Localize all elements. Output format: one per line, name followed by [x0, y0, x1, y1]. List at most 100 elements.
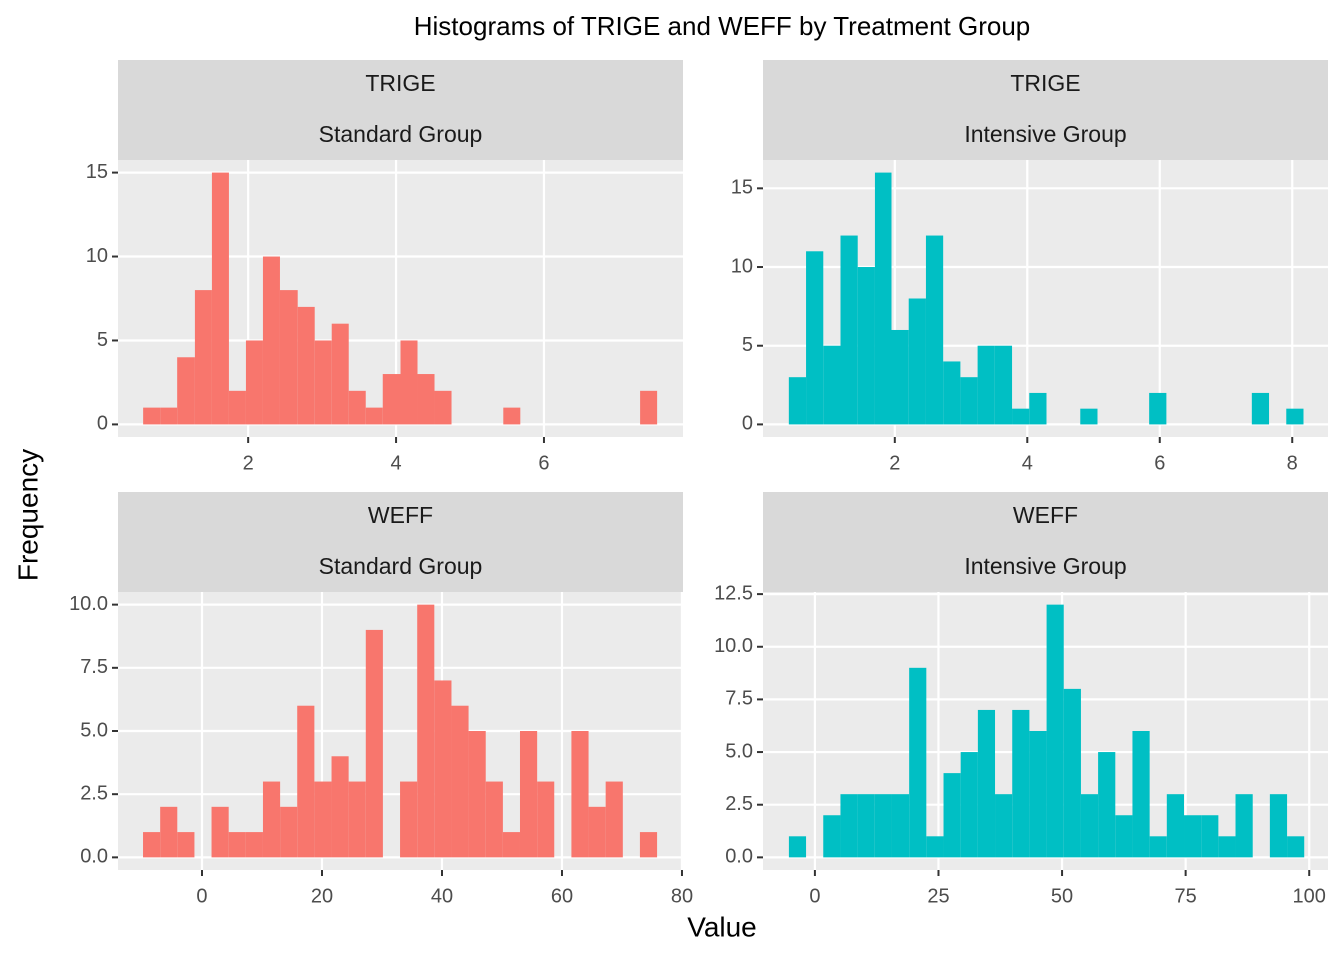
- y-tick-label: 0.0: [725, 846, 753, 868]
- bar: [1235, 794, 1253, 858]
- strip-label: Standard Group: [319, 121, 483, 147]
- bar: [177, 357, 195, 425]
- x-tick-label: 75: [1175, 885, 1197, 907]
- bar: [1080, 408, 1098, 425]
- bar: [519, 731, 538, 858]
- bar: [788, 836, 807, 858]
- bar: [434, 390, 452, 425]
- bar: [417, 374, 435, 425]
- bar: [995, 794, 1013, 858]
- bar: [468, 731, 486, 858]
- y-tick-label: 2.5: [80, 782, 108, 804]
- y-tick-label: 10.0: [69, 593, 108, 615]
- x-tick-label: 20: [311, 885, 333, 907]
- bar: [537, 781, 555, 858]
- x-tick-label: 0: [809, 885, 820, 907]
- y-tick-label: 15: [731, 177, 753, 199]
- bar: [400, 781, 418, 858]
- bar: [262, 256, 280, 425]
- y-tick-label: 10.0: [714, 635, 753, 657]
- y-tick-label: 12.5: [714, 582, 753, 604]
- bar: [228, 390, 246, 425]
- y-tick-label: 10: [731, 255, 753, 277]
- bar: [1166, 794, 1185, 858]
- bar: [1269, 794, 1288, 858]
- bar: [417, 604, 435, 858]
- x-tick-label: 50: [1051, 885, 1073, 907]
- strip-label: Intensive Group: [964, 553, 1126, 579]
- bar: [994, 345, 1013, 425]
- x-tick-label: 60: [551, 885, 573, 907]
- x-tick-label: 6: [1154, 452, 1165, 474]
- y-tick-label: 10: [86, 245, 108, 267]
- strip-background: [118, 492, 683, 592]
- bar: [1132, 731, 1150, 858]
- bar: [874, 172, 892, 425]
- bar: [909, 667, 927, 858]
- bar: [639, 832, 658, 858]
- y-tick-label: 5.0: [80, 719, 108, 741]
- bar: [297, 705, 315, 858]
- bar: [1115, 815, 1133, 858]
- bar: [177, 832, 195, 858]
- bar: [605, 781, 623, 858]
- bar: [788, 377, 807, 425]
- strip-label: WEFF: [368, 502, 433, 528]
- bar: [960, 752, 978, 858]
- bar: [1063, 688, 1081, 858]
- strip-label: TRIGE: [1010, 70, 1080, 96]
- bar: [228, 832, 246, 858]
- chart-title: Histograms of TRIGE and WEFF by Treatmen…: [414, 11, 1031, 41]
- bar: [823, 815, 841, 858]
- bar: [857, 267, 875, 425]
- y-tick-label: 0: [97, 413, 108, 435]
- strip-background: [118, 60, 683, 160]
- x-tick-label: 4: [1022, 452, 1033, 474]
- bar: [977, 345, 995, 425]
- bar: [1287, 836, 1305, 858]
- bar: [1251, 392, 1270, 425]
- x-tick-label: 0: [196, 885, 207, 907]
- y-tick-label: 5.0: [725, 740, 753, 762]
- bar: [279, 290, 298, 425]
- bar: [400, 340, 418, 425]
- bar: [502, 832, 520, 858]
- x-tick-label: 25: [927, 885, 949, 907]
- bar: [823, 345, 841, 425]
- y-tick-label: 2.5: [725, 793, 753, 815]
- bar: [245, 340, 263, 425]
- strip-label: TRIGE: [365, 70, 435, 96]
- bar: [365, 407, 383, 425]
- bar: [977, 709, 996, 858]
- bar: [382, 374, 401, 425]
- x-tick-label: 8: [1287, 452, 1298, 474]
- bar: [143, 407, 161, 425]
- bar: [891, 329, 909, 425]
- bar: [1149, 392, 1167, 425]
- bar: [160, 407, 178, 425]
- y-tick-label: 7.5: [80, 656, 108, 678]
- bar: [194, 290, 212, 425]
- bar: [348, 781, 366, 858]
- bar: [857, 794, 875, 858]
- bar: [1046, 604, 1064, 858]
- bar: [925, 235, 944, 425]
- bar: [926, 836, 944, 858]
- bar: [314, 340, 332, 425]
- x-tick-label: 2: [243, 452, 254, 474]
- bar: [331, 323, 349, 425]
- bar: [485, 781, 503, 858]
- bar: [960, 377, 978, 425]
- bar: [297, 306, 315, 425]
- bar: [348, 390, 366, 425]
- bar: [1184, 815, 1202, 858]
- bar: [1029, 731, 1047, 858]
- y-tick-label: 0: [742, 413, 753, 435]
- strip-background: [763, 492, 1328, 592]
- bar: [1201, 815, 1219, 858]
- bar: [314, 781, 332, 858]
- bar: [588, 806, 606, 858]
- bar: [1098, 752, 1116, 858]
- x-tick-label: 100: [1293, 885, 1326, 907]
